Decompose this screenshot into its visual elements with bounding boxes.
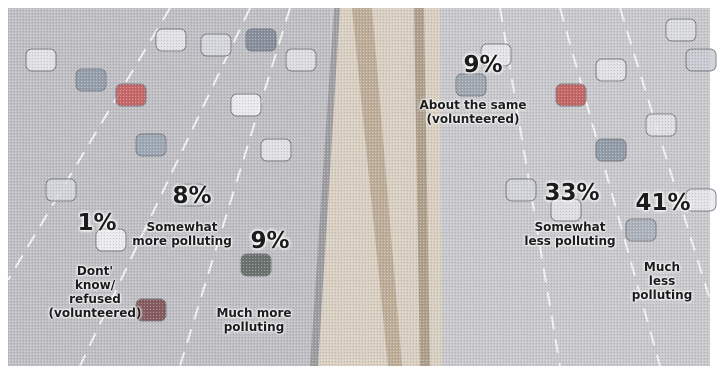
slice-value-label: 1% [77, 210, 117, 236]
slice-category-label: Much less polluting [631, 260, 693, 302]
slice-value-label: 33% [544, 180, 600, 206]
slice-value-label: 9% [250, 228, 290, 254]
slice-category-label: Dont' know/ refused (volunteered) [48, 264, 142, 320]
slice-category-label: Somewhat less polluting [524, 220, 616, 248]
slice-value-label: 8% [172, 183, 212, 209]
slice-value-label: 9% [463, 52, 503, 78]
slice-category-label: Much more polluting [216, 306, 292, 334]
slice-category-label: Somewhat more polluting [132, 220, 232, 248]
slice-category-label: About the same (volunteered) [419, 98, 527, 126]
slice-value-label: 41% [635, 190, 691, 216]
